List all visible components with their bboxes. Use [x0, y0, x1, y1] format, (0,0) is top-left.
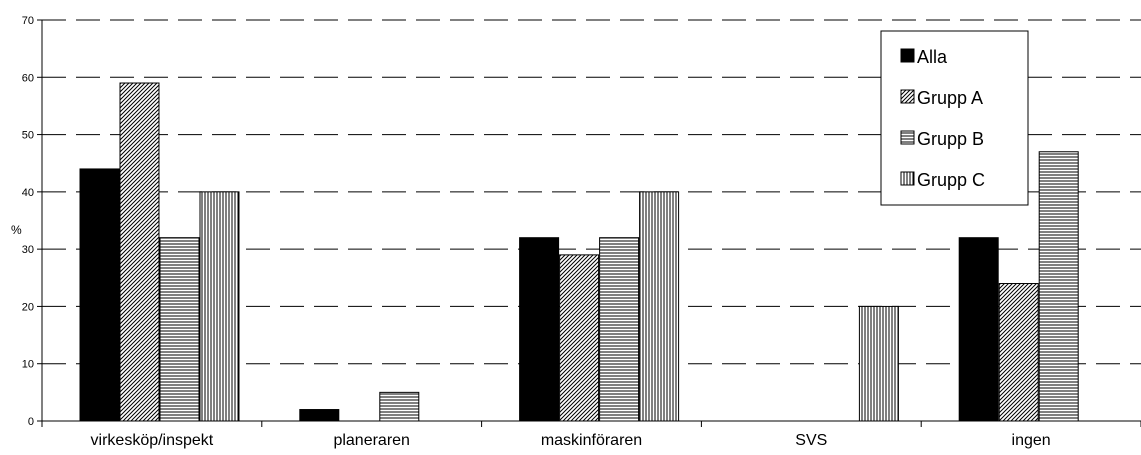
axes — [41, 20, 1141, 422]
bar — [1038, 151, 1079, 422]
legend-swatch — [900, 130, 915, 145]
x-tick-label: virkesköp/inspekt — [91, 432, 214, 449]
legend-label: Grupp A — [917, 88, 983, 108]
legend: Alla Grupp A Grupp B Grupp C — [880, 30, 1029, 206]
legend-swatch — [900, 171, 915, 186]
y-tick-label: 40 — [22, 187, 34, 199]
y-tick-label: 0 — [28, 416, 34, 428]
bar — [159, 237, 200, 422]
bar — [559, 254, 600, 422]
x-tick-label: maskinföraren — [541, 432, 642, 449]
bar — [199, 191, 240, 422]
bar — [858, 305, 899, 422]
bar — [299, 409, 340, 422]
bar — [119, 82, 160, 422]
y-tick-label: 50 — [22, 130, 34, 142]
legend-swatch — [900, 89, 915, 104]
bar — [998, 283, 1039, 422]
legend-label: Alla — [917, 47, 948, 67]
y-axis-label: % — [11, 223, 22, 237]
bars — [79, 82, 1079, 422]
y-tick-label: 60 — [22, 72, 34, 84]
legend-label: Grupp B — [917, 129, 984, 149]
bar — [519, 237, 560, 422]
y-tick-label: 70 — [22, 15, 34, 27]
x-tick-label: SVS — [795, 432, 827, 449]
bar — [958, 237, 999, 422]
y-tick-label: 20 — [22, 301, 34, 313]
legend-swatch — [900, 48, 915, 63]
x-axis-labels: virkesköp/inspekt planeraren maskinföraren… — [41, 421, 1141, 449]
legend-label: Grupp C — [917, 170, 985, 190]
y-tick-label: 10 — [22, 359, 34, 371]
y-tick-label: 30 — [22, 244, 34, 256]
y-axis-ticks: 0 10 20 30 40 50 60 70 — [22, 15, 42, 428]
x-tick-label: planeraren — [333, 432, 410, 449]
x-tick-label: ingen — [1012, 432, 1051, 449]
bar — [379, 391, 420, 422]
bar — [79, 168, 120, 422]
bar — [599, 237, 640, 422]
bar — [639, 191, 680, 422]
